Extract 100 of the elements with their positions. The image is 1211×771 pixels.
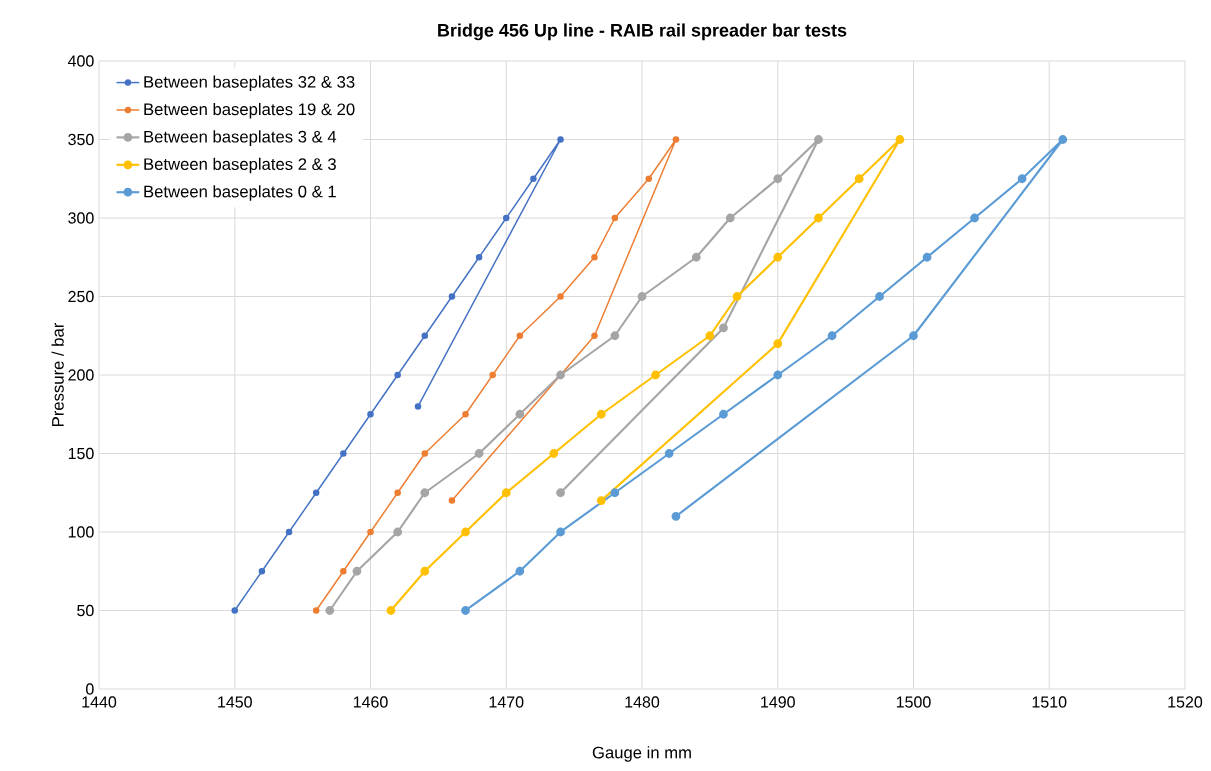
y-tick-label: 100 <box>68 526 94 538</box>
point <box>596 496 606 505</box>
point <box>591 253 598 261</box>
point <box>725 213 735 223</box>
chart-title: Bridge 456 Up line - RAIB rail spreader bar tests <box>438 23 847 41</box>
x-tick-label: 1490 <box>761 696 795 708</box>
point <box>285 528 293 536</box>
point <box>474 449 484 458</box>
point <box>732 292 742 301</box>
point <box>421 450 429 457</box>
legend-label: Between baseplates 0 & 1 <box>144 185 336 201</box>
point <box>325 606 335 615</box>
point <box>515 566 525 576</box>
point <box>827 331 837 341</box>
point <box>501 488 511 498</box>
point <box>854 174 864 184</box>
y-tick-label: 250 <box>68 290 94 303</box>
y-tick-label: 0 <box>86 683 94 695</box>
legend-label: Between baseplates 19 & 20 <box>144 102 355 119</box>
point <box>557 293 564 300</box>
y-axis-title: Pressure / bar <box>51 322 64 426</box>
x-tick-label: 1510 <box>1032 696 1067 708</box>
x-tick-label: 1480 <box>625 696 660 708</box>
point <box>340 450 347 457</box>
y-tick-label: 400 <box>67 55 94 67</box>
point <box>549 449 559 458</box>
legend-label: Between baseplates 2 & 3 <box>144 157 336 174</box>
point <box>611 214 619 222</box>
point <box>489 371 496 379</box>
x-tick-label: 1440 <box>82 696 117 708</box>
point <box>367 528 374 536</box>
point <box>895 135 905 144</box>
point <box>312 489 320 497</box>
point <box>231 607 239 614</box>
x-tick-label: 1470 <box>489 696 524 708</box>
point <box>367 410 374 418</box>
point <box>664 449 674 458</box>
point <box>461 527 470 537</box>
x-tick-label: 1520 <box>1168 696 1203 708</box>
point <box>258 567 266 575</box>
point <box>515 409 525 419</box>
point <box>596 409 606 419</box>
point <box>773 370 783 380</box>
point <box>610 488 620 498</box>
legend-label: Between baseplates 3 & 4 <box>144 130 337 146</box>
x-tick-label: 1500 <box>896 696 931 708</box>
point <box>448 497 456 504</box>
point <box>448 293 456 300</box>
point <box>421 332 429 340</box>
y-tick-label: 50 <box>77 604 94 617</box>
point <box>875 292 884 301</box>
point <box>557 136 564 143</box>
y-tick-label: 150 <box>68 447 94 460</box>
point <box>414 403 422 410</box>
point <box>773 174 783 184</box>
x-axis-title: Gauge in mm <box>592 746 691 762</box>
point <box>1017 174 1027 184</box>
point <box>393 527 403 537</box>
point <box>420 566 430 576</box>
point <box>1058 135 1068 144</box>
point <box>651 370 660 380</box>
point <box>312 607 320 614</box>
point <box>475 253 483 261</box>
legend-label: Between baseplates 32 & 33 <box>144 75 355 92</box>
point <box>645 175 653 183</box>
point <box>556 527 565 537</box>
point <box>970 213 979 223</box>
point <box>773 252 783 262</box>
point <box>591 332 598 340</box>
point <box>462 410 469 418</box>
point <box>352 566 362 576</box>
point <box>922 252 932 262</box>
point <box>672 136 680 143</box>
y-tick-label: 350 <box>68 133 94 146</box>
point <box>705 331 715 341</box>
point <box>691 252 701 262</box>
point <box>637 292 647 301</box>
point <box>420 488 430 498</box>
point <box>719 409 728 419</box>
point <box>394 371 401 379</box>
point <box>610 331 620 341</box>
point <box>516 332 524 340</box>
point <box>556 488 565 498</box>
point <box>814 135 823 144</box>
point <box>340 567 347 575</box>
y-tick-label: 300 <box>68 212 94 224</box>
point <box>394 489 401 497</box>
point <box>719 323 728 333</box>
x-tick-label: 1450 <box>218 696 252 708</box>
point <box>386 606 396 615</box>
point <box>671 511 681 521</box>
y-tick-label: 200 <box>68 369 94 381</box>
x-tick-label: 1460 <box>353 696 388 708</box>
point <box>909 331 918 341</box>
point <box>530 175 537 183</box>
point <box>502 214 510 222</box>
point <box>461 606 470 615</box>
point <box>556 370 565 380</box>
point <box>814 213 823 223</box>
point <box>773 339 783 348</box>
